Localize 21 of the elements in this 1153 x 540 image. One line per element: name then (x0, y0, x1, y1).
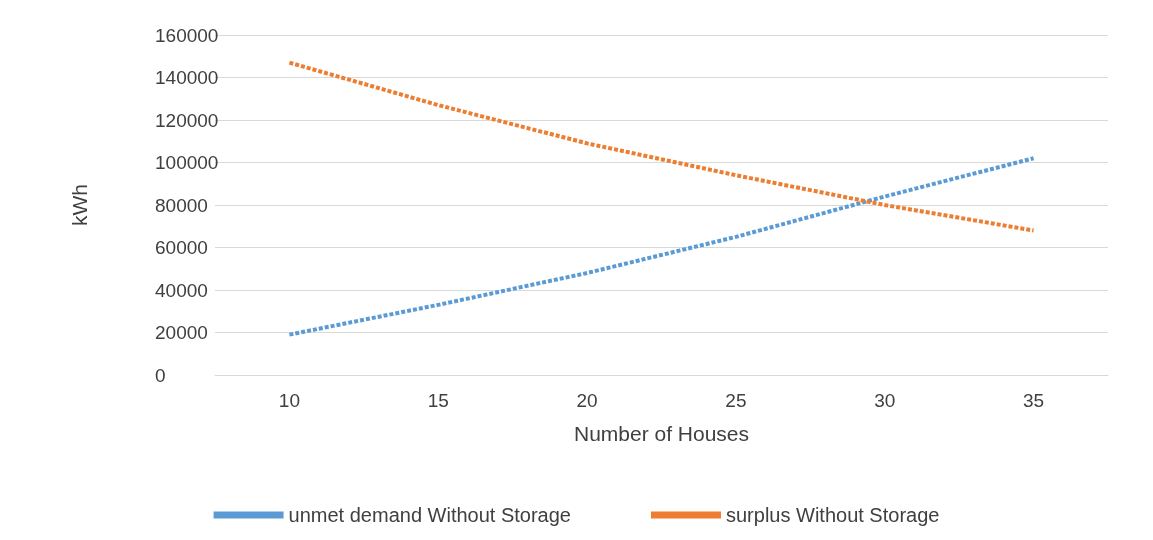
x-tick-label: 20 (576, 390, 598, 411)
y-tick-label: 20000 (155, 322, 208, 343)
x-tick-label: 30 (874, 390, 896, 411)
legend-label: unmet demand Without Storage (288, 504, 571, 526)
y-tick-label: 0 (155, 364, 166, 386)
legend-label: surplus Without Storage (725, 504, 940, 526)
x-tick-label: 25 (725, 390, 747, 411)
y-tick-label: 120000 (155, 109, 219, 131)
x-tick-label: 10 (278, 390, 300, 411)
y-tick-label: 160000 (155, 24, 219, 46)
y-tick-label: 100000 (155, 152, 219, 173)
y-tick-label: 40000 (155, 279, 208, 301)
line-series (287, 156, 1036, 337)
y-axis-title: kWh (68, 184, 91, 226)
x-tick-label: 35 (1023, 390, 1045, 411)
x-tick-label: 15 (427, 390, 449, 411)
y-tick-label: 140000 (155, 67, 219, 88)
y-tick-label: 80000 (155, 194, 208, 216)
line-series (287, 60, 1036, 233)
y-tick-label: 60000 (155, 237, 208, 258)
x-axis-title: Number of Houses (573, 422, 750, 445)
